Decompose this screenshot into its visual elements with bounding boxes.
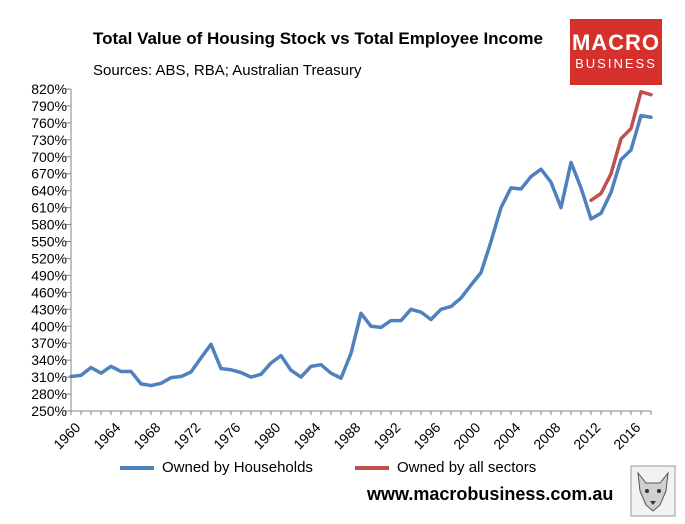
x-tick-label: 1964: [90, 419, 123, 452]
logo-line-2: BUSINESS: [575, 56, 657, 71]
y-tick-label: 370%: [31, 335, 67, 351]
legend-item-all-sectors: Owned by all sectors: [355, 459, 536, 476]
y-tick-label: 670%: [31, 166, 67, 182]
x-tick-label: 1976: [210, 419, 243, 452]
x-tick-label: 1996: [410, 419, 443, 452]
x-tick-label: 2012: [570, 419, 603, 452]
legend-swatch-all-sectors: [355, 465, 389, 470]
logo-line-1: MACRO: [571, 30, 661, 55]
y-tick-label: 580%: [31, 217, 67, 233]
x-tick-label: 1960: [50, 419, 83, 452]
chart-subtitle: Sources: ABS, RBA; Australian Treasury: [93, 62, 362, 79]
x-tick-label: 2000: [450, 419, 483, 452]
legend-swatch-households: [120, 465, 154, 470]
wolf-logo-icon: [630, 465, 676, 517]
legend-label-all-sectors: Owned by all sectors: [397, 459, 537, 476]
y-tick-label: 280%: [31, 386, 67, 402]
y-tick-label: 340%: [31, 352, 67, 368]
y-tick-label: 760%: [31, 115, 67, 131]
website-url: www.macrobusiness.com.au: [367, 484, 614, 504]
y-tick-label: 400%: [31, 318, 67, 334]
y-tick-label: 250%: [31, 403, 67, 419]
series-line-all-sectors: [589, 90, 653, 203]
y-tick-label: 700%: [31, 149, 67, 165]
x-tick-label: 2008: [530, 419, 563, 452]
y-tick-label: 550%: [31, 234, 67, 250]
macrobusiness-logo: MACRO BUSINESS: [570, 19, 662, 85]
x-tick-label: 1988: [330, 419, 363, 452]
y-tick-label: 730%: [31, 132, 67, 148]
series-line-households: [69, 113, 653, 388]
chart-title: Total Value of Housing Stock vs Total Em…: [93, 29, 543, 48]
x-tick-label: 1984: [290, 419, 323, 452]
y-tick-label: 520%: [31, 250, 67, 266]
y-tick-label: 430%: [31, 301, 67, 317]
legend-item-households: Owned by Households: [120, 459, 313, 476]
y-tick-label: 790%: [31, 98, 67, 114]
x-tick-label: 1968: [130, 419, 163, 452]
y-tick-label: 640%: [31, 183, 67, 199]
y-tick-label: 460%: [31, 284, 67, 300]
legend-label-households: Owned by Households: [162, 459, 313, 476]
y-tick-label: 610%: [31, 200, 67, 216]
x-tick-label: 1992: [370, 419, 403, 452]
x-tick-label: 1980: [250, 419, 283, 452]
x-tick-label: 2016: [610, 419, 643, 452]
y-tick-label: 310%: [31, 369, 67, 385]
x-tick-label: 1972: [170, 419, 203, 452]
x-tick-label: 2004: [490, 419, 523, 452]
y-tick-label: 820%: [31, 81, 67, 97]
y-tick-label: 490%: [31, 267, 67, 283]
